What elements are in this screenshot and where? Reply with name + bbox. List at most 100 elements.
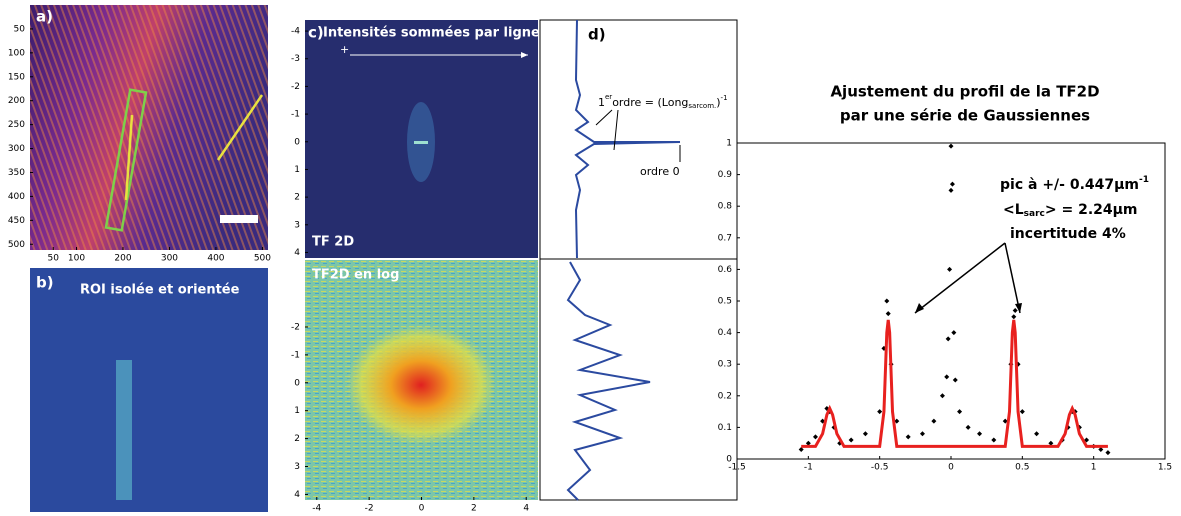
y-tick-label: 2: [294, 193, 300, 203]
data-point: [1048, 440, 1054, 446]
annotation: pic à +/- 0.447µm-1: [1000, 175, 1149, 194]
panel-label: b): [36, 274, 54, 292]
y-tick-label: 1: [294, 165, 300, 175]
image-texture: [30, 5, 268, 250]
data-point: [948, 187, 954, 193]
data-point: [1098, 447, 1104, 453]
image-b: [30, 268, 268, 512]
y-tick-label: -1: [291, 110, 300, 120]
x-tick-label: 1.5: [1158, 463, 1172, 473]
annotation: ordre 0: [640, 165, 680, 178]
x-tick-label: 400: [207, 254, 224, 264]
data-point: [991, 437, 997, 443]
panel-title: Intensités sommées par ligne: [323, 26, 540, 41]
data-point: [1002, 418, 1008, 424]
data-point: [965, 424, 971, 430]
pointer-head: [915, 303, 1022, 313]
x-tick-label: -1: [804, 463, 813, 473]
profile-line: [574, 19, 681, 259]
x-tick-label: 300: [161, 254, 178, 264]
y-tick-label: 150: [8, 72, 25, 82]
y-tick-label: 0.7: [718, 233, 732, 243]
data-point: [952, 377, 958, 383]
y-tick-label: 0.5: [718, 297, 732, 307]
image-c: [305, 20, 538, 258]
data-point: [1019, 409, 1025, 415]
x-tick-label: 0: [948, 463, 954, 473]
pointer: [914, 242, 1021, 314]
y-tick-label: 500: [8, 240, 25, 250]
x-tick-label: 0: [419, 504, 425, 514]
x-tick-label: 2: [471, 504, 477, 514]
panel-label: a): [36, 8, 53, 26]
x-tick-label: -1.5: [728, 463, 746, 473]
x-tick-label: 0.5: [1015, 463, 1029, 473]
x-tick-label: -0.5: [871, 463, 889, 473]
y-tick-label: 3: [294, 220, 300, 230]
data-point: [1011, 314, 1017, 320]
chart-title: Ajustement du profil de la TF2D: [830, 83, 1099, 101]
x-tick-label: 4: [523, 504, 529, 514]
y-tick-label: 50: [14, 24, 26, 34]
x-tick-label: 500: [254, 254, 271, 264]
x-tick-label: 50: [48, 254, 60, 264]
annotation: <Lsarc> = 2.24µm: [1003, 202, 1138, 219]
chart-title: par une série de Gaussiennes: [840, 107, 1090, 125]
data-point: [798, 447, 804, 453]
data-point: [957, 409, 963, 415]
annotation: 1erordre = (Longsarcom.)-1: [598, 93, 728, 110]
data-point: [945, 336, 951, 342]
data-point: [862, 431, 868, 437]
y-tick-label: 300: [8, 144, 25, 154]
y-tick-label: 400: [8, 192, 25, 202]
y-tick-label: -1: [291, 350, 300, 360]
y-tick-label: 0.1: [718, 423, 732, 433]
data-point: [947, 266, 953, 272]
roi-box: [104, 88, 148, 232]
fit-line: [801, 319, 1108, 448]
data-point: [949, 181, 955, 187]
panel-caption: TF 2D: [312, 235, 354, 250]
data-point: [877, 409, 883, 415]
profile-frame: [539, 19, 738, 501]
spot: [414, 141, 428, 144]
y-tick-label: 3: [294, 462, 300, 472]
arrow-head: [521, 52, 528, 58]
data-point: [1105, 450, 1111, 456]
panel-label: d): [588, 26, 606, 44]
y-tick-label: -3: [291, 54, 300, 64]
data-point: [885, 311, 891, 317]
data-point: [848, 437, 854, 443]
y-tick-label: 450: [8, 216, 25, 226]
y-tick-label: -2: [291, 322, 300, 332]
data-point: [894, 418, 900, 424]
x-tick-label: 200: [114, 254, 131, 264]
panel-label: c): [308, 24, 324, 42]
data-point: [1034, 431, 1040, 437]
y-tick-label: 4: [294, 490, 300, 500]
panel-caption: ROI isolée et orientée: [80, 283, 240, 298]
y-tick-label: 1: [294, 406, 300, 416]
y-tick-label: 0: [726, 455, 732, 465]
y-tick-label: 0.9: [718, 170, 733, 180]
data-point: [1012, 307, 1018, 313]
data-point: [884, 298, 890, 304]
y-tick-label: 1: [726, 139, 732, 149]
y-tick-label: 4: [294, 248, 300, 258]
panel-caption: TF2D en log: [312, 268, 399, 283]
y-tick-label: 0: [294, 378, 300, 388]
scale-bar: [220, 215, 258, 223]
x-tick-label: 1: [1091, 463, 1097, 473]
y-tick-label: 2: [294, 434, 300, 444]
y-tick-label: 200: [8, 96, 25, 106]
data-point: [944, 374, 950, 380]
arrow: [216, 94, 264, 161]
data-point: [948, 143, 954, 149]
x-tick-label: 100: [68, 254, 85, 264]
roi-image: [116, 360, 132, 500]
y-tick-label: 350: [8, 168, 25, 178]
y-tick-label: 0.3: [718, 360, 732, 370]
y-tick-label: 250: [8, 120, 25, 130]
x-tick-label: -2: [365, 504, 374, 514]
